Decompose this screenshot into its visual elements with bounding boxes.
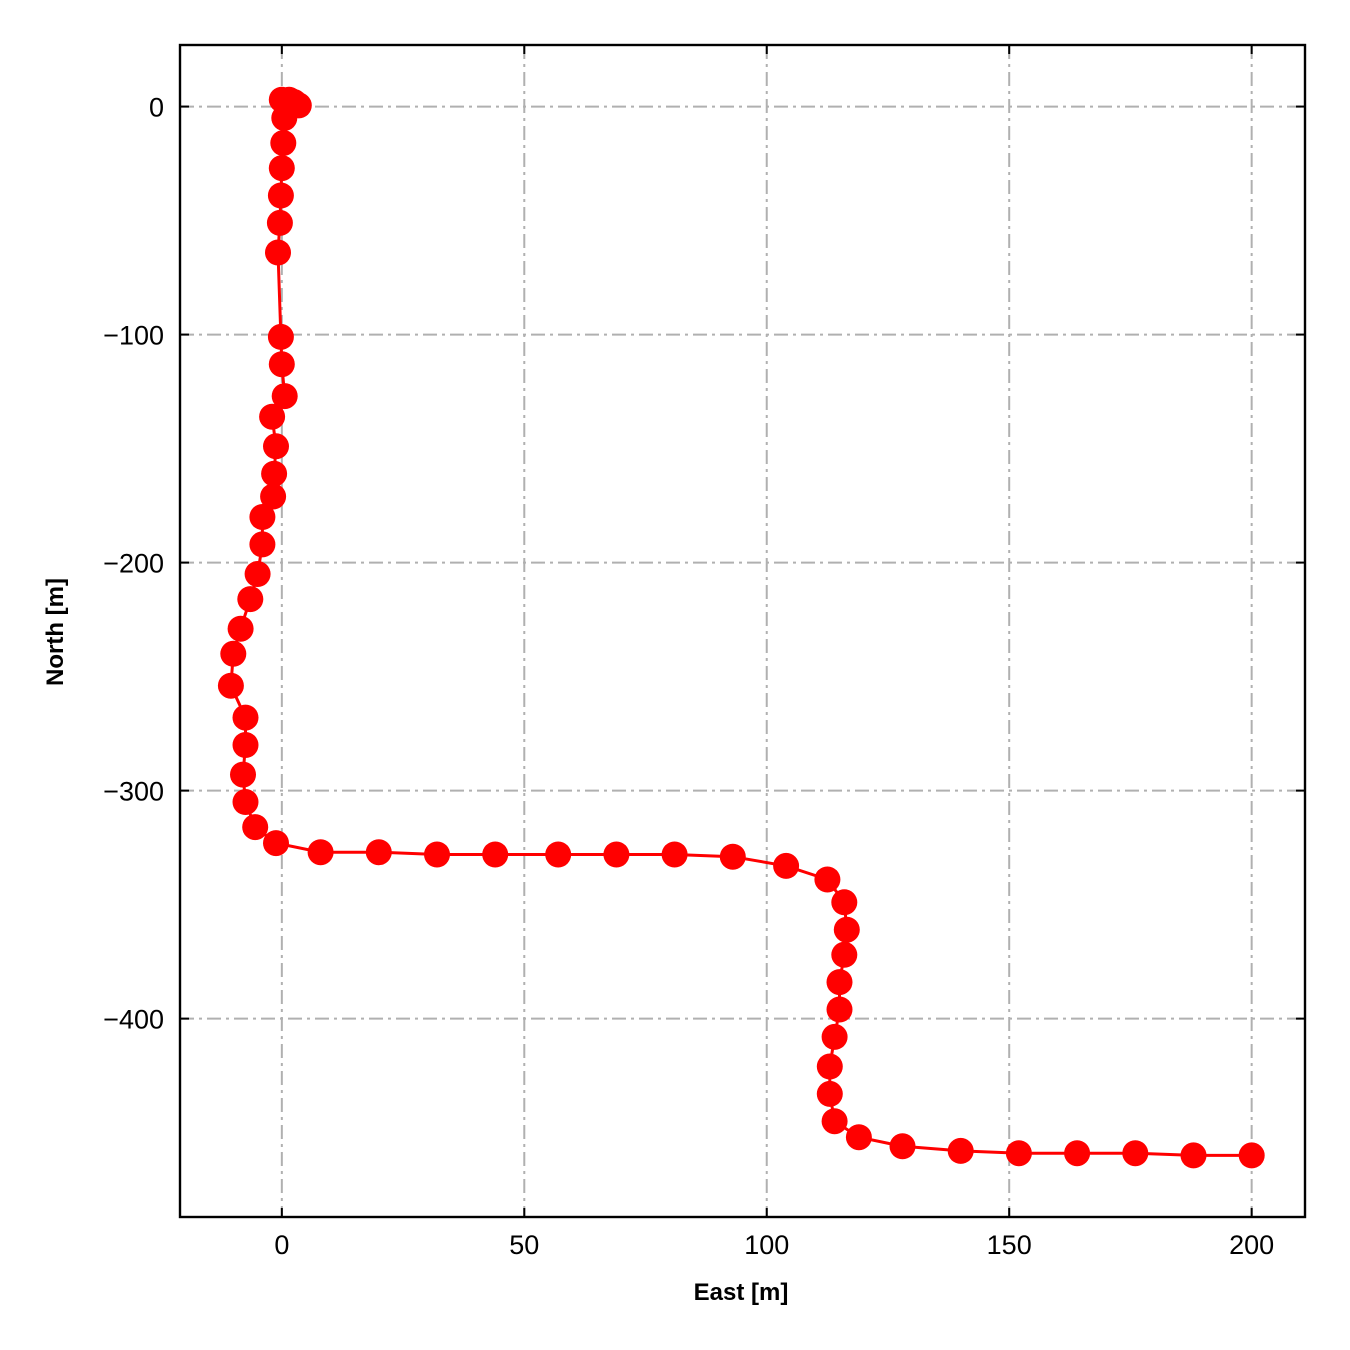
plot-frame <box>178 43 1307 1219</box>
trajectory-point <box>244 561 271 587</box>
trajectory-point <box>821 1108 848 1135</box>
tick-labels: 0 50 100 150 200 0 −100 −200 −300 −400 <box>103 93 1274 1260</box>
trajectory-point <box>365 839 392 866</box>
grid-lines <box>180 45 1305 1217</box>
series-layer <box>217 86 1265 1169</box>
trajectory-point <box>268 351 295 378</box>
trajectory-point <box>1122 1140 1149 1167</box>
trajectory-point <box>261 460 288 487</box>
x-tick-label: 200 <box>1229 1230 1274 1260</box>
trajectory-point <box>1180 1142 1207 1169</box>
trajectory-point <box>482 841 509 868</box>
axis-ticks <box>180 45 1305 1217</box>
trajectory-point <box>267 323 294 350</box>
trajectory-point <box>220 640 247 667</box>
trajectory-point <box>814 866 841 893</box>
trajectory-point <box>889 1133 916 1160</box>
trajectory-point <box>230 761 256 788</box>
y-tick-label: −300 <box>103 777 164 807</box>
trajectory-point <box>266 209 293 236</box>
trajectory-point <box>270 130 297 156</box>
trajectory-point <box>831 889 858 916</box>
trajectory-point <box>217 672 244 699</box>
y-tick-label: −100 <box>103 321 164 351</box>
trajectory-point <box>661 841 688 868</box>
trajectory-point <box>265 239 291 266</box>
trajectory-point <box>268 155 295 182</box>
trajectory-point <box>545 841 572 868</box>
trajectory-point <box>1238 1142 1265 1169</box>
trajectory-point <box>816 1080 843 1107</box>
trajectory-point <box>424 841 450 868</box>
trajectory-point <box>232 732 259 758</box>
trajectory-point <box>821 1023 848 1050</box>
x-tick-label: 100 <box>744 1230 789 1260</box>
x-tick-label: 50 <box>509 1230 539 1260</box>
trajectory-point <box>826 996 853 1023</box>
trajectory-point <box>831 941 858 968</box>
y-tick-label: −400 <box>103 1005 164 1035</box>
trajectory-point <box>603 841 630 868</box>
trajectory-point <box>232 789 259 815</box>
x-axis-label: East [m] <box>694 1279 789 1306</box>
trajectory-point <box>242 814 269 841</box>
trajectory-point <box>1064 1140 1091 1167</box>
y-axis-label: North [m] <box>42 578 69 686</box>
trajectory-point <box>1005 1140 1032 1167</box>
trajectory-point <box>232 704 259 731</box>
trajectory-point <box>845 1124 872 1151</box>
trajectory-point <box>719 843 746 870</box>
trajectory-point <box>271 383 298 410</box>
trajectory-line <box>229 98 1252 1157</box>
trajectory-point <box>307 839 334 866</box>
trajectory-point <box>227 615 254 642</box>
trajectory-point <box>259 403 286 430</box>
trajectory-point <box>947 1137 974 1164</box>
trajectory-point <box>833 916 860 943</box>
trajectory-point <box>271 105 298 131</box>
trajectory-point <box>263 830 289 857</box>
x-tick-label: 150 <box>987 1230 1032 1260</box>
trajectory-point <box>263 433 289 460</box>
trajectory-point <box>237 586 264 613</box>
y-tick-label: 0 <box>149 93 164 123</box>
x-tick-label: 0 <box>274 1230 289 1260</box>
trajectory-point <box>260 483 287 510</box>
trajectory-point <box>826 969 853 996</box>
trajectory-point <box>249 531 276 558</box>
trajectory-point <box>267 182 294 209</box>
trajectory-point <box>816 1053 843 1080</box>
trajectory-point <box>773 852 800 879</box>
trajectory-point <box>249 504 276 530</box>
y-tick-label: −200 <box>103 549 164 579</box>
